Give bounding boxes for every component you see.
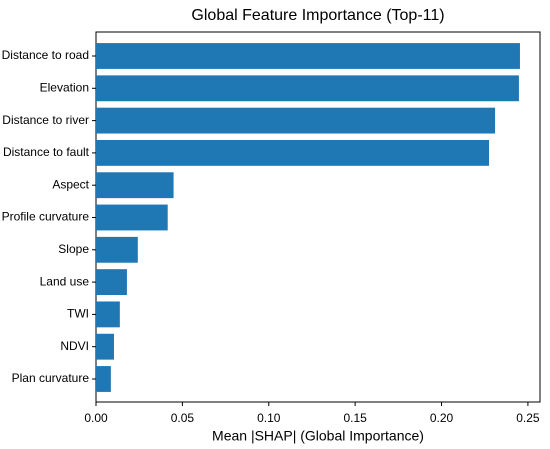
x-tick-label: 0.05	[171, 411, 195, 425]
x-tick-label: 0.25	[516, 411, 540, 425]
chart-title: Global Feature Importance (Top-11)	[191, 7, 444, 24]
x-axis-label: Mean |SHAP| (Global Importance)	[212, 428, 424, 444]
y-tick-label: Slope	[58, 242, 89, 256]
x-tick-label: 0.15	[343, 411, 367, 425]
bar	[96, 75, 519, 102]
y-tick-label: Distance to fault	[3, 145, 90, 159]
y-tick-label: Elevation	[40, 80, 89, 94]
bar	[96, 43, 520, 69]
y-tick-label: NDVI	[60, 339, 89, 353]
bar	[96, 172, 174, 199]
y-tick-label: Plan curvature	[12, 371, 90, 385]
y-tick-label: Profile curvature	[2, 210, 90, 224]
y-tick-label: TWI	[67, 307, 89, 321]
bar	[96, 269, 127, 296]
y-tick-label: Aspect	[52, 177, 89, 191]
x-tick-label: 0.10	[257, 411, 281, 425]
bar	[96, 301, 120, 328]
x-tick-label: 0.20	[430, 411, 454, 425]
y-tick-label: Distance to road	[2, 48, 89, 62]
bar	[96, 366, 111, 392]
x-tick-label: 0.00	[84, 411, 108, 425]
bar	[96, 204, 168, 231]
bar	[96, 107, 496, 134]
bar	[96, 236, 138, 263]
bar	[96, 333, 114, 360]
y-tick-label: Distance to river	[2, 113, 89, 127]
y-tick-label: Land use	[40, 274, 90, 288]
bar	[96, 139, 490, 166]
